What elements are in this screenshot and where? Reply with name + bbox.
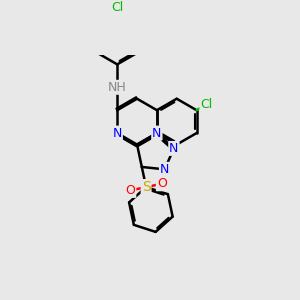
Text: Cl: Cl bbox=[111, 1, 123, 13]
Text: NH: NH bbox=[108, 81, 127, 94]
Text: O: O bbox=[157, 177, 167, 190]
Text: N: N bbox=[160, 163, 169, 176]
Text: Cl: Cl bbox=[200, 98, 213, 111]
Text: N: N bbox=[169, 142, 178, 155]
Text: O: O bbox=[125, 184, 135, 197]
Text: N: N bbox=[152, 127, 162, 140]
Text: N: N bbox=[112, 127, 122, 140]
Text: S: S bbox=[142, 180, 151, 194]
